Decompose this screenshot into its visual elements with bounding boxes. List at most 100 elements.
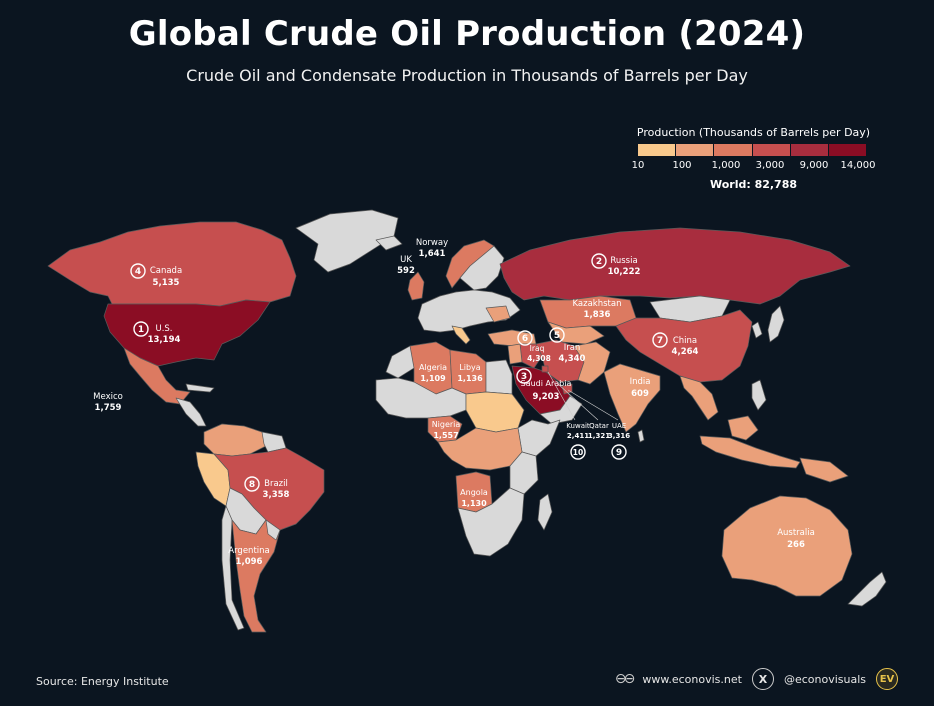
region-borneo xyxy=(727,415,759,441)
rank-number: 3 xyxy=(521,372,527,382)
rank-badge xyxy=(133,321,149,337)
region-italy xyxy=(451,325,471,345)
country-value: 1,130 xyxy=(461,499,487,508)
country-name: Canada xyxy=(150,266,182,276)
rank-badge xyxy=(611,444,627,460)
country-name: Russia xyxy=(610,256,637,266)
country-value: 592 xyxy=(397,266,415,276)
region-central-america xyxy=(175,397,207,427)
region-southeast-asia xyxy=(679,375,719,421)
rank-number: 7 xyxy=(657,336,663,346)
region-russia xyxy=(499,227,851,305)
region-kuwait xyxy=(541,365,549,373)
leader-line-qatar xyxy=(557,383,599,421)
country-name: Iraq xyxy=(530,344,545,353)
region-colombia-venezuela xyxy=(203,423,267,457)
region-uruguay xyxy=(265,519,281,541)
region-libya xyxy=(449,349,487,395)
leader-line-uae xyxy=(567,389,619,421)
legend-color-bar xyxy=(638,144,867,156)
source-note: Source: Energy Institute xyxy=(36,675,169,688)
region-egypt xyxy=(485,359,513,395)
region-china xyxy=(615,309,753,383)
rank-number: 8 xyxy=(249,480,255,490)
rank-number: 10 xyxy=(573,448,583,457)
region-uae xyxy=(561,383,573,395)
country-value: 13,194 xyxy=(148,335,181,345)
region-india xyxy=(603,363,661,433)
country-value: 1,321 xyxy=(588,432,610,440)
region-korea xyxy=(751,321,763,339)
country-value: 3,316 xyxy=(608,432,630,440)
country-value: 4,340 xyxy=(559,354,586,364)
legend-title: Production (Thousands of Barrels per Day… xyxy=(636,126,871,139)
legend: Production (Thousands of Barrels per Day… xyxy=(630,126,885,191)
rank-number: 2 xyxy=(596,257,602,267)
country-name: U.S. xyxy=(155,324,172,334)
country-value: 1,759 xyxy=(95,403,122,413)
country-value: 9,203 xyxy=(533,392,560,402)
region-eastern-europe xyxy=(485,305,511,323)
x-logo-icon: X xyxy=(751,668,774,690)
legend-tick: 3,000 xyxy=(755,160,785,171)
region-chile xyxy=(221,505,245,631)
rank-badge xyxy=(130,263,146,279)
legend-swatch xyxy=(638,144,677,156)
rank-number: 1 xyxy=(138,325,144,335)
map-subtitle: Crude Oil and Condensate Production in T… xyxy=(186,66,748,85)
legend-tick: 1,000 xyxy=(711,160,741,171)
country-name: China xyxy=(673,336,697,346)
legend-ticks: 10 100 1,000 3,000 9,000 14,000 xyxy=(630,160,885,174)
country-name: Saudi Arabia xyxy=(521,379,572,388)
country-name: Norway xyxy=(416,238,448,248)
legend-tick: 10 xyxy=(631,160,645,171)
rank-number: 4 xyxy=(135,267,141,277)
region-iceland xyxy=(375,235,403,251)
country-value: 1,836 xyxy=(584,310,611,320)
region-levant xyxy=(507,343,523,365)
region-argentina xyxy=(231,519,281,633)
country-value: 1,109 xyxy=(420,374,446,383)
social-handle[interactable]: @econovisuals xyxy=(783,672,866,686)
country-value: 266 xyxy=(787,540,805,550)
legend-swatch xyxy=(714,144,753,156)
rank-number: 9 xyxy=(616,448,622,458)
rank-badge xyxy=(516,368,532,384)
country-name: Kuwait xyxy=(566,422,590,430)
rank-number: 5 xyxy=(554,331,560,341)
country-name: Kazakhstan xyxy=(573,299,622,309)
rank-badge xyxy=(549,327,565,343)
ev-logo: EV xyxy=(876,668,898,690)
country-value: 2,411 xyxy=(567,432,589,440)
region-sweden-finland xyxy=(459,245,505,291)
region-philippines xyxy=(751,379,767,411)
country-value: 3,358 xyxy=(263,490,290,500)
country-value: 1,641 xyxy=(419,249,446,259)
legend-tick: 100 xyxy=(672,160,692,171)
country-value: 1,096 xyxy=(236,557,263,567)
region-australia xyxy=(721,495,853,597)
country-name: Nigeria xyxy=(432,420,461,429)
region-pakistan xyxy=(573,341,611,385)
rank-badge xyxy=(517,330,533,346)
region-mexico xyxy=(123,347,191,405)
region-greenland xyxy=(295,209,399,273)
rank-badge xyxy=(652,332,668,348)
website-link[interactable]: www.econovis.net xyxy=(642,672,742,686)
region-madagascar xyxy=(537,493,553,531)
country-name: Angola xyxy=(460,488,488,497)
country-value: 1,557 xyxy=(433,431,458,440)
country-name: Qatar xyxy=(589,422,609,430)
region-canada xyxy=(47,221,297,307)
region-japan xyxy=(767,305,785,343)
country-name: Brazil xyxy=(264,479,288,489)
region-europe xyxy=(417,289,521,333)
world-total: World: 82,788 xyxy=(709,178,798,191)
country-value: 1,136 xyxy=(457,374,483,383)
country-name: UK xyxy=(400,255,412,265)
country-value: 5,135 xyxy=(153,278,180,288)
legend-swatch xyxy=(828,144,867,156)
legend-tick: 14,000 xyxy=(840,160,876,171)
rank-number: 6 xyxy=(522,334,528,344)
country-value: 609 xyxy=(631,389,649,399)
